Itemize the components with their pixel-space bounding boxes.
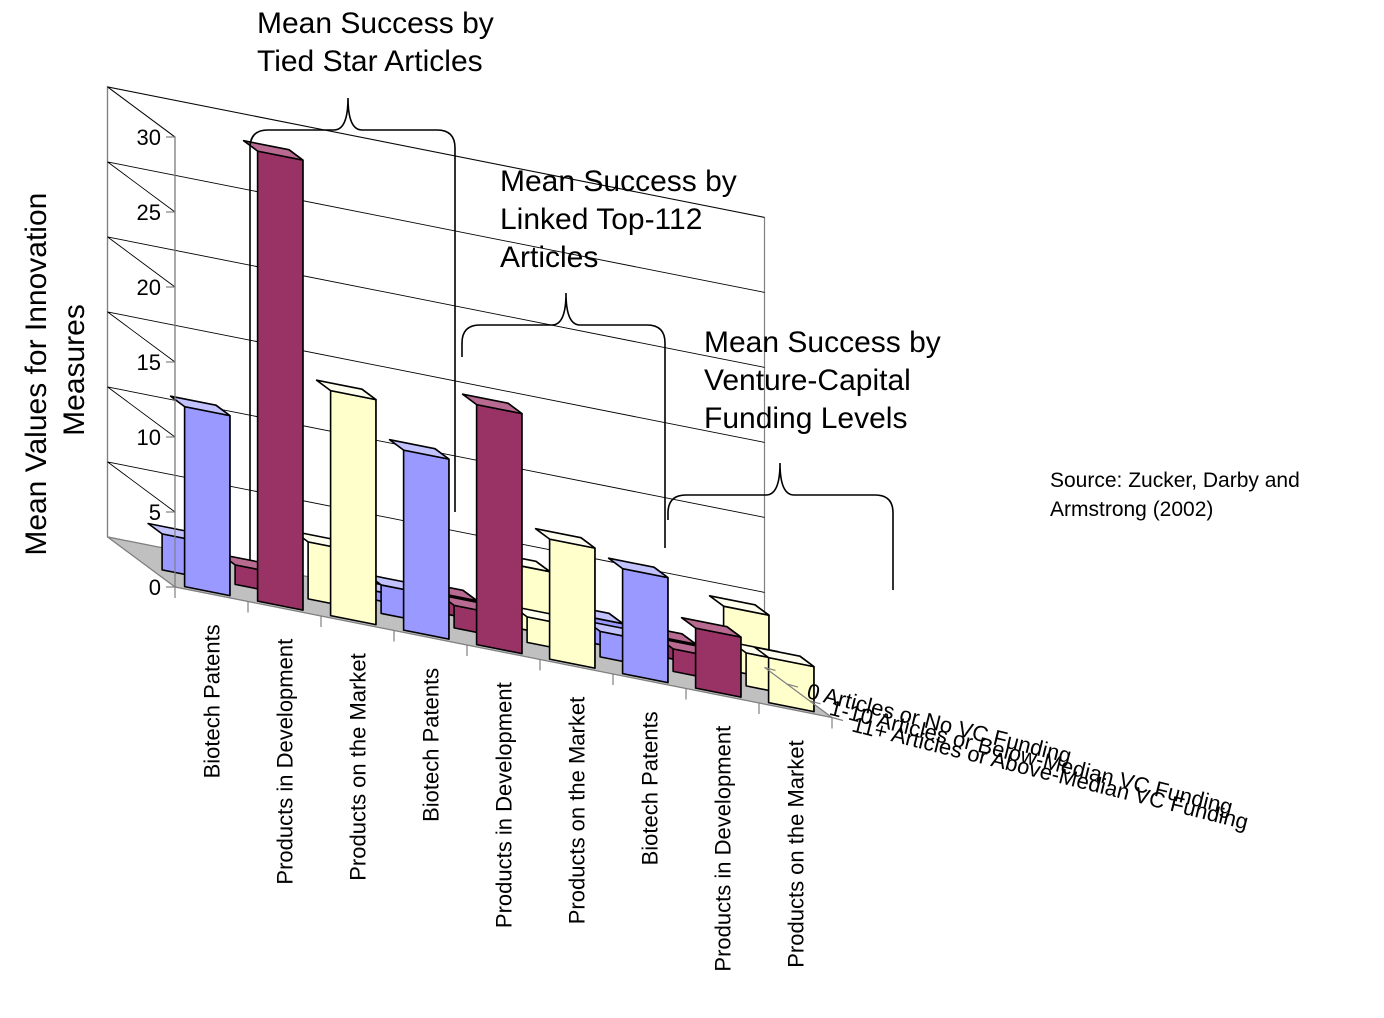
category-label: Products in Development — [492, 682, 517, 928]
y-tick-label: 25 — [137, 200, 161, 225]
annotation-text: Mean Success by — [704, 326, 941, 359]
bar-front — [256, 150, 304, 611]
x-axis — [174, 586, 833, 719]
annotation-text: Tied Star Articles — [257, 45, 483, 78]
annotation-text: Venture-Capital — [704, 364, 911, 397]
annotation-brace — [667, 462, 894, 590]
source-note: Source: Zucker, Darby and Armstrong (2002… — [1050, 469, 1300, 521]
chart-labels: Mean Values for Innovation Measures — [20, 184, 91, 556]
annotation-text: Mean Success by — [257, 7, 494, 40]
gridline — [107, 386, 765, 518]
gridline — [107, 311, 765, 443]
gridlines — [107, 86, 765, 593]
category-label: Biotech Patents — [200, 624, 225, 778]
gridline — [107, 86, 765, 218]
bar-top — [708, 594, 770, 617]
bar-top — [680, 616, 742, 638]
y-axis-label: Mean Values for Innovation Measures — [20, 184, 91, 555]
bar-top — [315, 379, 377, 401]
bar-top — [461, 393, 523, 415]
bar — [534, 527, 596, 669]
bar — [388, 438, 450, 640]
bar — [607, 557, 669, 684]
y-tick-label: 15 — [137, 350, 161, 375]
bar — [680, 616, 742, 698]
source-text: Source: Zucker, Darby and — [1050, 469, 1300, 492]
y-tick-label: 0 — [149, 575, 161, 600]
depth-axis — [764, 666, 833, 718]
source-text: Armstrong (2002) — [1050, 498, 1213, 521]
annotations: Mean Success by Tied Star Articles Mean Su… — [249, 7, 941, 590]
depth-tick — [786, 683, 799, 688]
depth-tick — [764, 666, 776, 671]
bar-front — [694, 627, 742, 698]
bar-front — [329, 389, 377, 626]
bar-front — [621, 567, 669, 684]
category-label: Products in Development — [711, 726, 736, 972]
bar-top — [607, 557, 669, 579]
bar-top — [242, 139, 304, 161]
bar-front — [402, 449, 450, 640]
annotation-text: Funding Levels — [704, 402, 907, 435]
y-tick-label: 30 — [137, 125, 161, 150]
y-tick-label: 20 — [137, 275, 161, 300]
category-label: Products in Development — [273, 639, 298, 885]
bar-top — [753, 646, 815, 668]
bar — [169, 395, 231, 597]
depth-tick — [809, 700, 821, 705]
annotation-text: Mean Success by — [500, 165, 737, 198]
bar — [242, 139, 304, 611]
category-label: Products on the Market — [346, 653, 371, 880]
bar — [315, 379, 377, 626]
bars — [147, 139, 815, 713]
bar — [753, 646, 815, 713]
annotation-brace — [249, 97, 456, 560]
gridline — [107, 461, 765, 593]
category-label: Products on the Market — [565, 697, 590, 924]
bar — [461, 393, 523, 655]
category-label: Biotech Patents — [638, 711, 663, 865]
gridline — [107, 236, 765, 368]
depth-tick — [831, 716, 844, 722]
bar-front — [548, 538, 596, 669]
annotation-text: Articles — [500, 241, 598, 274]
bar-top — [534, 527, 596, 549]
gridline — [107, 161, 765, 293]
annotation-text: Linked Top-112 — [500, 203, 702, 236]
bar-front — [183, 405, 231, 597]
annotation-brace — [461, 292, 666, 548]
bar-top — [388, 438, 450, 460]
bar-front — [475, 403, 523, 655]
category-label: Products on the Market — [784, 740, 809, 967]
y-tick-label: 5 — [149, 500, 161, 525]
y-tick-label: 10 — [137, 425, 161, 450]
category-label: Biotech Patents — [419, 668, 444, 822]
